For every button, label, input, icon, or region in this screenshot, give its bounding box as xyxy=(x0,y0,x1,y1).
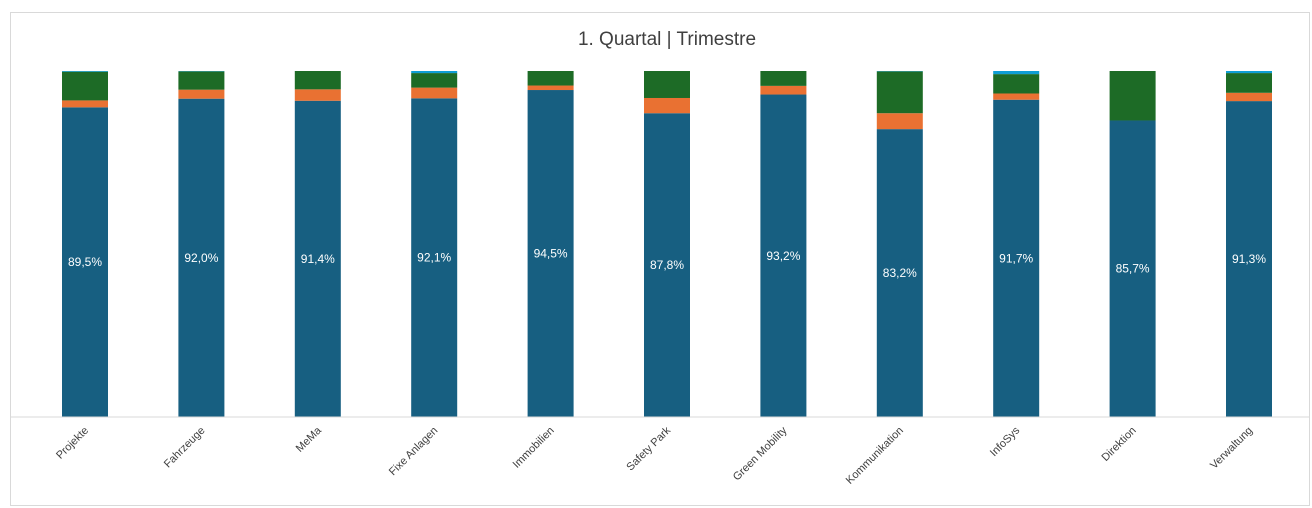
bar-segment-orange-1 xyxy=(178,89,225,99)
bar-segment-main-9 xyxy=(1109,120,1156,417)
bar-segment-green-9 xyxy=(1109,71,1156,121)
category-label-3: Fixe Anlagen xyxy=(387,425,440,478)
bar-segment-main-1 xyxy=(178,98,225,418)
bar-segment-orange-6 xyxy=(760,85,807,95)
bar-segment-green-6 xyxy=(760,71,807,86)
data-label-4: 94,5% xyxy=(534,247,568,261)
data-label-3: 92,1% xyxy=(417,251,451,265)
category-label-9: Direktion xyxy=(1100,425,1139,464)
bar-segment-green-0 xyxy=(62,71,108,101)
bar-segment-orange-5 xyxy=(644,97,690,114)
data-label-2: 91,4% xyxy=(301,252,335,266)
data-label-0: 89,5% xyxy=(68,255,102,269)
bar-segment-main-10 xyxy=(1226,101,1272,418)
bar-segment-main-3 xyxy=(411,98,458,418)
data-label-8: 91,7% xyxy=(999,251,1033,265)
bar-segment-orange-8 xyxy=(993,93,1040,100)
category-label-7: Kommunikation xyxy=(844,425,906,487)
category-label-4: Immobilien xyxy=(511,425,557,471)
chart-title: 1. Quartal | Trimestre xyxy=(578,29,756,50)
data-label-6: 93,2% xyxy=(766,249,800,263)
stacked-bar-chart: 1. Quartal | Trimestre 89,5% 92,0% 91,4% 92… xyxy=(11,29,1309,487)
bar-segment-orange-4 xyxy=(527,85,574,91)
bar-segment-blue-8 xyxy=(993,71,1040,75)
bar-segment-green-4 xyxy=(527,71,574,86)
bar-segment-orange-0 xyxy=(62,100,108,108)
category-label-8: InfoSys xyxy=(988,424,1023,459)
bar-segment-green-7 xyxy=(876,71,923,114)
bar-segment-blue-10 xyxy=(1226,71,1272,74)
bar-segment-main-0 xyxy=(62,107,108,417)
bar-segment-green-3 xyxy=(411,73,458,88)
chart-area: 1. Quartal | Trimestre 89,5% 92,0% 91,4% 92… xyxy=(10,12,1310,506)
category-label-10: Verwaltung xyxy=(1208,425,1255,472)
bar-segment-main-8 xyxy=(993,99,1040,417)
data-label-1: 92,0% xyxy=(184,251,218,265)
bar-segment-orange-7 xyxy=(876,113,923,130)
data-label-7: 83,2% xyxy=(883,266,917,280)
bar-segment-green-8 xyxy=(993,74,1040,94)
bar-segment-main-2 xyxy=(294,100,341,418)
data-label-10: 91,3% xyxy=(1232,252,1266,266)
category-label-2: MeMa xyxy=(294,424,325,455)
bar-segment-green-2 xyxy=(294,71,341,90)
category-label-6: Green Mobility xyxy=(731,424,790,483)
bar-segment-main-7 xyxy=(876,129,923,417)
bar-segment-orange-3 xyxy=(411,87,458,99)
bar-segment-green-10 xyxy=(1226,73,1272,93)
bar-segment-orange-2 xyxy=(294,89,341,101)
data-label-5: 87,8% xyxy=(650,258,684,272)
bar-segment-green-1 xyxy=(178,71,225,90)
bar-segment-blue-0 xyxy=(62,71,108,72)
bar-segment-main-4 xyxy=(527,90,574,417)
x-axis-ticks: Projekte Fahrzeuge MeMa Fixe Anlagen Immobil… xyxy=(54,424,1255,487)
bar-segment-orange-10 xyxy=(1226,92,1272,102)
data-label-9: 85,7% xyxy=(1116,262,1150,276)
bar-segment-blue-3 xyxy=(411,71,458,74)
category-label-5: Safety Park xyxy=(624,424,673,473)
bar-segment-main-6 xyxy=(760,94,807,417)
category-label-1: Fahrzeuge xyxy=(162,425,208,471)
bars-group: 89,5% 92,0% 91,4% 92,1% 94,5% 87,8% 93,2% 83,2%… xyxy=(62,71,1272,418)
category-label-0: Projekte xyxy=(54,425,91,462)
bar-segment-main-5 xyxy=(644,113,690,417)
bar-segment-green-5 xyxy=(644,71,690,98)
